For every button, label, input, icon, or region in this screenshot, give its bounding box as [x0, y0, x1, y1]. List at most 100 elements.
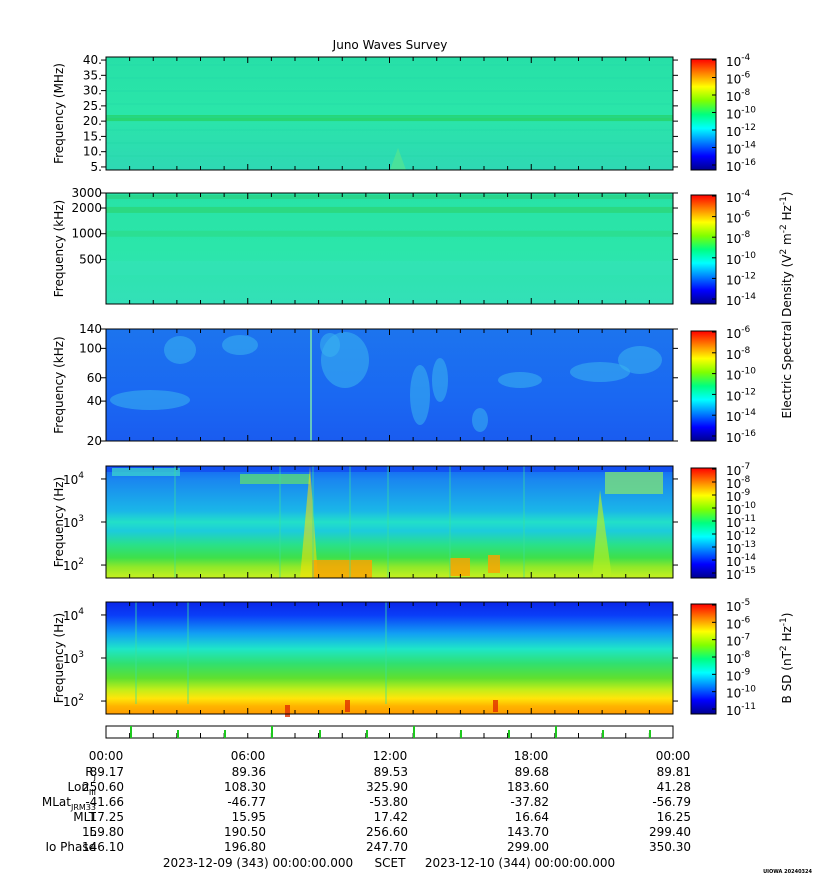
colorbar-tick-label: 10-9: [726, 667, 751, 683]
colorbar-scale: [690, 330, 717, 442]
y-tick-label: 102: [63, 693, 84, 709]
y-tick-label: 1000: [71, 227, 102, 241]
colorbar-4: 10-710-810-910-1010-1110-1210-1310-1410-…: [690, 462, 756, 582]
colorbar-tick-label: 10-5: [726, 598, 750, 614]
electric-colorbar-label: Electric Spectral Density (V2 m-2 Hz-1): [779, 191, 794, 418]
emission-patch: [618, 346, 662, 374]
y-tick-label: 103: [63, 514, 84, 530]
spectrogram-panel-1: 5.10. 15.20.25.30. 35.40. Frequency (MHz) 10…: [52, 53, 756, 174]
colorbar-tick-label: 10-14: [726, 141, 756, 157]
y-tick-label: 35.: [83, 68, 102, 82]
lf-emission: [285, 705, 290, 717]
colorbar-tick-label: 10-9: [726, 488, 751, 504]
ephemeris-value: -46.77: [227, 795, 266, 809]
hf-emission: [112, 468, 180, 476]
emission-band: [106, 230, 673, 237]
ephemeris-value: 183.60: [507, 780, 549, 794]
ephemeris-value: 256.60: [366, 825, 408, 839]
time-tick-label: 12:00: [373, 749, 408, 763]
colorbar-tick-label: 10-4: [726, 53, 751, 69]
ephemeris-row-label: MLT: [73, 810, 96, 824]
colorbar-tick-label: 10-10: [726, 251, 756, 267]
colorbar-2: 10-4 10-6 10-8 10-10 10-12 10-14: [690, 189, 756, 308]
y-tick-label: 10.: [83, 145, 102, 159]
lf-emission: [493, 700, 498, 712]
y-tick-label: 104: [63, 471, 84, 487]
colorbar-tick-label: 10-11: [726, 702, 756, 718]
ephemeris-value: 89.68: [515, 765, 549, 779]
y-tick-label: 30.: [83, 84, 102, 98]
spectrogram-panel-3: 140 100 60 40 20 Frequency (kHz) 10-6 10-8 10-10…: [52, 322, 756, 448]
colorbar-tick-label: 10-12: [726, 527, 756, 543]
ephemeris-value: -41.66: [85, 795, 124, 809]
broadband-burst: [592, 490, 612, 578]
ephemeris-value: 17.42: [374, 810, 408, 824]
emission-patch: [410, 365, 430, 425]
ephemeris-value: 16.64: [515, 810, 549, 824]
y-axis-label: Frequency (kHz): [52, 200, 66, 297]
colorbar-3: 10-6 10-8 10-10 10-12 10-14 10-16: [690, 325, 756, 445]
emission-band: [106, 115, 673, 122]
hf-emission: [240, 474, 310, 484]
lf-emission: [450, 558, 470, 576]
y-tick-label: 100: [79, 341, 102, 355]
colorbar-tick-label: 10-8: [726, 230, 751, 246]
y-tick-label: 40: [87, 394, 102, 408]
emission-patch: [498, 372, 542, 388]
colorbar-tick-label: 10-13: [726, 540, 756, 556]
colorbar-tick-label: 10-12: [726, 387, 756, 403]
y-tick-label: 102: [63, 557, 84, 573]
colorbar-scale: [690, 603, 717, 715]
ephemeris-value: 350.30: [649, 840, 691, 854]
end-time-label: 2023-12-10 (344) 00:00:00.000: [425, 856, 615, 870]
ephemeris-value: 89.53: [374, 765, 408, 779]
ephemeris-value: -56.79: [652, 795, 691, 809]
ephemeris-value: 250.60: [82, 780, 124, 794]
y-tick-label: 500: [79, 252, 102, 266]
colorbar-tick-label: 10-14: [726, 553, 756, 569]
y-axis-label: Frequency (Hz): [52, 613, 66, 704]
colorbar-tick-label: 10-15: [726, 566, 756, 582]
ephemeris-value: 15.95: [232, 810, 266, 824]
ephemeris-value: 299.40: [649, 825, 691, 839]
spectrogram-image: [106, 466, 673, 578]
start-time-label: 2023-12-09 (343) 00:00:00.000: [163, 856, 353, 870]
ephemeris-row-label: RJ: [85, 765, 96, 782]
colorbar-tick-label: 10-10: [726, 367, 756, 383]
spectrogram-image: [106, 602, 673, 714]
y-tick-label: 20.: [83, 114, 102, 128]
time-tick-label: 18:00: [514, 749, 549, 763]
y-tick-label: 60: [87, 371, 102, 385]
emission-band: [106, 206, 673, 213]
y-axis-label: Frequency (Hz): [52, 477, 66, 568]
colorbar-tick-label: 10-7: [726, 462, 750, 478]
colorbar-tick-label: 10-8: [726, 475, 751, 491]
y-tick-label: 5.: [91, 160, 102, 174]
y-tick-label: 2000: [71, 201, 102, 215]
ephemeris-value: 41.28: [657, 780, 691, 794]
emission-patch: [110, 390, 190, 410]
emission-patch: [472, 408, 488, 432]
colorbar-tick-label: 10-6: [726, 210, 751, 226]
ephemeris-value: 299.00: [507, 840, 549, 854]
y-tick-label: 40.: [83, 53, 102, 67]
emission-patch: [320, 333, 340, 357]
ephemeris-value: 146.10: [82, 840, 124, 854]
ephemeris-value: 17.25: [90, 810, 124, 824]
ephemeris-value: 16.25: [657, 810, 691, 824]
colorbar-tick-label: 10-10: [726, 501, 756, 517]
ephemeris-value: -53.80: [369, 795, 408, 809]
emission-patch: [222, 335, 258, 355]
colorbar-axis-labels: Electric Spectral Density (V2 m-2 Hz-1) B…: [779, 191, 794, 703]
ephemeris-value: 159.80: [82, 825, 124, 839]
spectrogram-image: [106, 329, 673, 441]
colorbar-tick-label: 10-6: [726, 615, 751, 631]
colorbar-tick-label: 10-16: [726, 429, 756, 445]
time-tick-label: 00:00: [656, 749, 691, 763]
time-axis: 00:00 06:00 12:00 18:00 00:00: [89, 725, 691, 763]
